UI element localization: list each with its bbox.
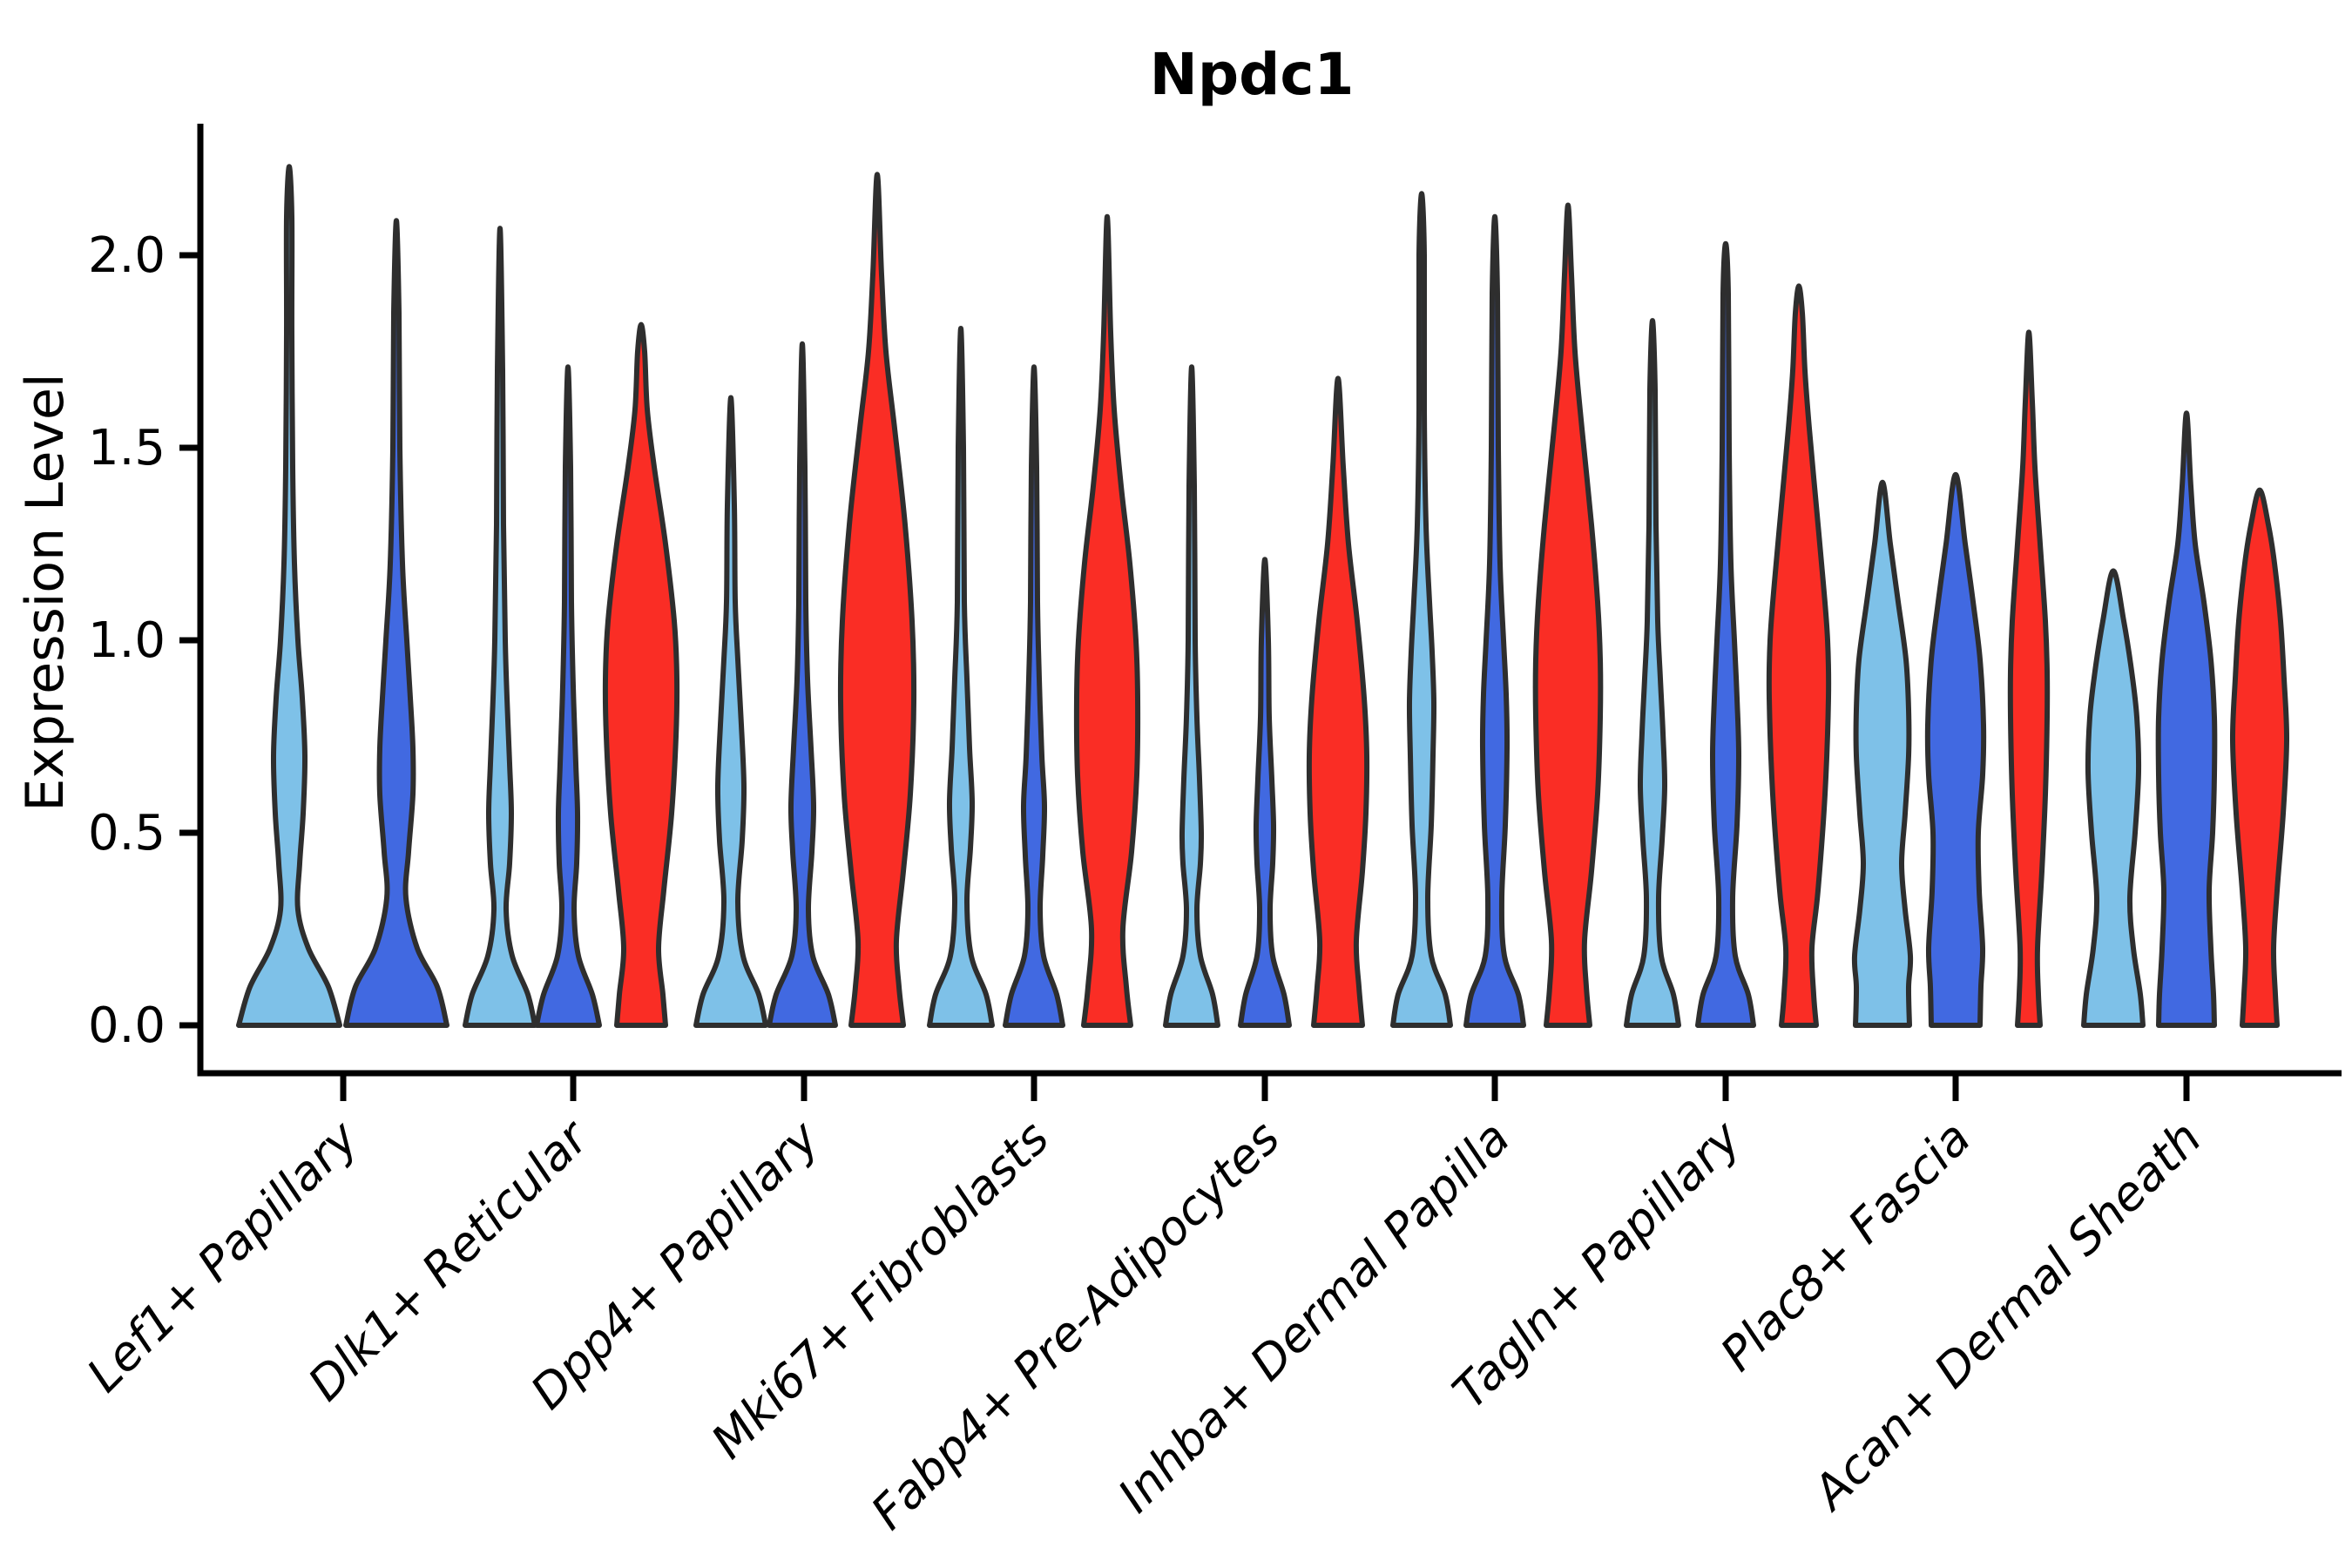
- y-tick-label: 0.5: [88, 805, 166, 862]
- violin-3-light_blue: [927, 326, 995, 1028]
- violin-6-light_blue: [1624, 318, 1681, 1028]
- violin-8-red: [2229, 487, 2290, 1028]
- violin-5-dark_blue: [1463, 213, 1526, 1028]
- violin-6-red: [1766, 283, 1832, 1028]
- violin-7-light_blue: [1851, 479, 1914, 1028]
- violins-layer: [236, 164, 2290, 1028]
- violin-8-dark_blue: [2155, 410, 2218, 1028]
- violin-8-light_blue: [2081, 568, 2146, 1028]
- violin-2-dark_blue: [767, 341, 838, 1028]
- y-tick-label: 1.0: [88, 612, 166, 669]
- violin-5-light_blue: [1390, 191, 1453, 1028]
- violin-6-dark_blue: [1695, 240, 1756, 1028]
- y-axis-label: Expression Level: [15, 373, 76, 811]
- x-tick-label: Fabp4+ Pre-Adipocytes: [861, 1111, 1290, 1540]
- x-tick-label: Plac8+ Fascia: [1710, 1111, 1981, 1382]
- violin-3-dark_blue: [1003, 364, 1065, 1028]
- violin-1-red: [602, 321, 680, 1028]
- violin-0-light_blue: [236, 164, 342, 1028]
- axes-layer: [197, 124, 2342, 1077]
- x-tick-label: Acan+ Dermal Sheath: [1801, 1111, 2212, 1522]
- violin-7-dark_blue: [1924, 471, 1987, 1028]
- violin-3-red: [1073, 213, 1141, 1028]
- violin-4-red: [1306, 375, 1370, 1028]
- violin-0-dark_blue: [343, 218, 449, 1028]
- violin-1-light_blue: [463, 226, 537, 1028]
- violin-2-red: [837, 172, 917, 1028]
- x-tick-label: Inhba+ Dermal Papilla: [1107, 1111, 1520, 1524]
- y-tick-label: 0.0: [88, 997, 166, 1054]
- violin-7-red: [2007, 329, 2051, 1028]
- violin-2-light_blue: [693, 395, 768, 1028]
- y-tick-label: 1.5: [88, 420, 166, 476]
- violin-4-dark_blue: [1238, 557, 1292, 1028]
- violin-5-red: [1532, 202, 1604, 1028]
- chart-title: Npdc1: [1150, 41, 1355, 108]
- y-tick-label: 2.0: [88, 227, 166, 284]
- violin-1-dark_blue: [534, 364, 602, 1028]
- violin-4-light_blue: [1163, 364, 1220, 1028]
